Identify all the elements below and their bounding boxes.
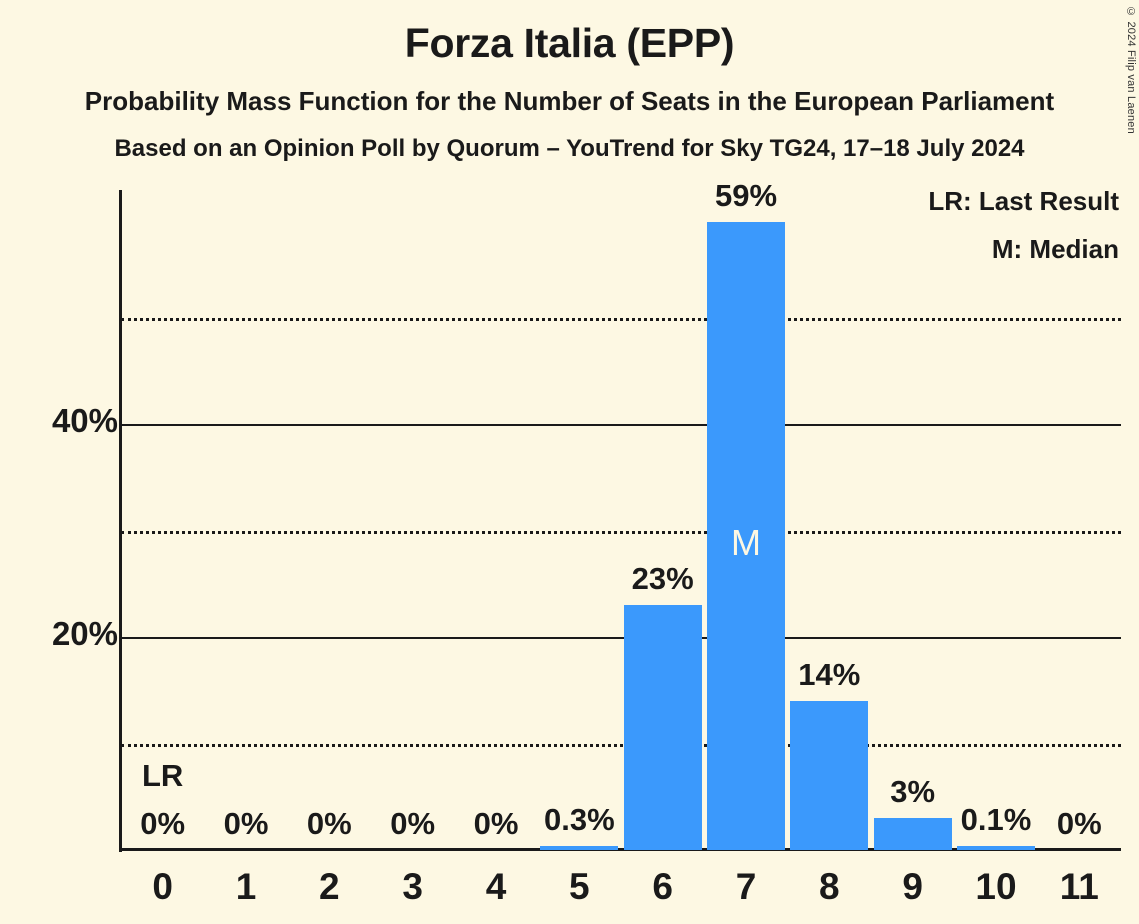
x-tick-label: 5	[569, 866, 590, 907]
gridline-major	[121, 637, 1121, 640]
chart-subtitle: Probability Mass Function for the Number…	[84, 86, 1055, 116]
last-result-marker: LR	[142, 758, 184, 793]
bar-value-label: 59%	[714, 177, 778, 213]
bar	[623, 605, 702, 850]
y-axis-line	[119, 190, 122, 852]
chart-source-note: Based on an Opinion Poll by Quorum – You…	[114, 135, 1025, 162]
legend-median: M: Median	[991, 234, 1119, 264]
gridline-major	[121, 424, 1121, 427]
legend-last-result: LR: Last Result	[928, 186, 1119, 216]
plot-area: M	[121, 190, 1121, 850]
x-tick-label: 7	[735, 866, 757, 907]
gridline-minor	[121, 743, 1121, 747]
median-marker: M	[730, 521, 761, 563]
bar	[956, 846, 1036, 850]
gridline-minor	[121, 317, 1121, 321]
y-tick-label: 20%	[51, 615, 118, 653]
bar-value-label: 14%	[798, 656, 861, 692]
bar-value-label: 0%	[473, 806, 519, 841]
x-tick-label: 11	[1059, 866, 1099, 907]
bar	[873, 818, 952, 850]
x-tick-label: 9	[902, 866, 923, 907]
x-tick-label: 8	[819, 866, 840, 907]
bar-value-label: 0%	[1056, 806, 1102, 841]
x-tick-label: 4	[485, 866, 507, 907]
x-tick-label: 0	[152, 866, 173, 907]
x-tick-label: 1	[235, 866, 257, 907]
x-axis-line	[119, 848, 1121, 851]
bar-value-label: 0%	[140, 806, 186, 841]
x-tick-label: 6	[652, 866, 673, 907]
bar-value-label: 0.1%	[960, 802, 1032, 837]
bar	[790, 700, 869, 850]
bar	[540, 846, 619, 850]
copyright-notice: © 2024 Filip van Laenen	[1125, 6, 1137, 134]
x-tick-label: 10	[975, 866, 1017, 907]
bar-value-label: 3%	[890, 774, 936, 810]
x-tick-label: 2	[319, 866, 340, 907]
y-tick-label: 40%	[51, 402, 118, 440]
gridline-minor	[121, 530, 1121, 534]
bar-value-label: 0%	[306, 806, 352, 841]
bar: M	[706, 221, 786, 850]
bar-value-label: 0%	[223, 806, 269, 841]
bar-value-label: 0%	[390, 806, 436, 841]
page-title: Forza Italia (EPP)	[404, 20, 735, 66]
bar-value-label: 0.3%	[543, 802, 615, 837]
x-tick-label: 3	[402, 866, 423, 907]
bar-value-label: 23%	[631, 561, 694, 597]
